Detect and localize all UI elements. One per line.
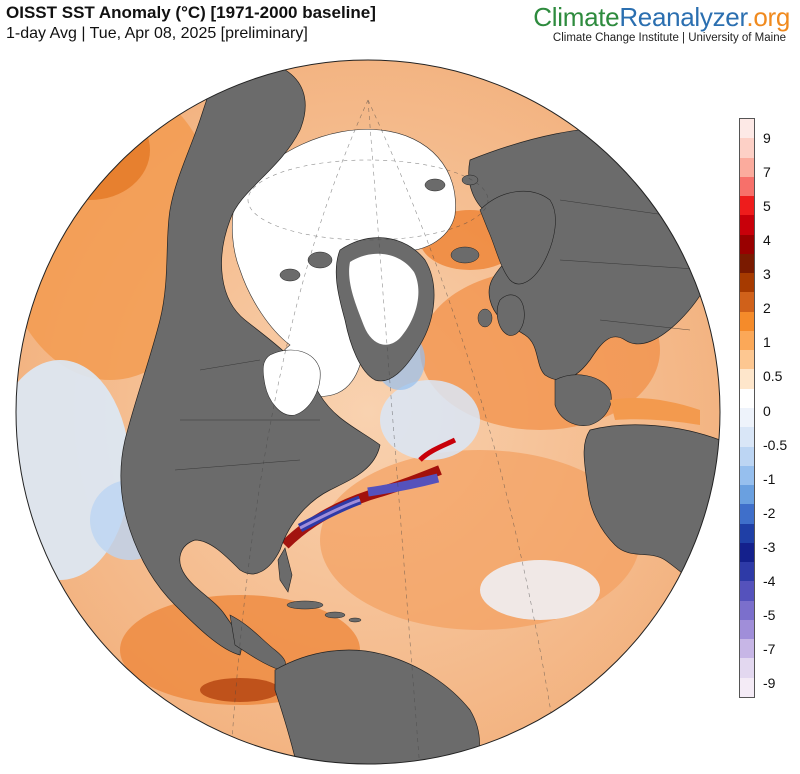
legend-bin <box>740 446 754 467</box>
legend-bin <box>740 369 754 390</box>
legend-bin <box>740 408 754 428</box>
legend-bin <box>740 253 754 274</box>
legend-tick-label: 4 <box>763 232 771 249</box>
legend-bin <box>740 119 754 139</box>
caribbean-islands <box>286 600 362 623</box>
legend-bin <box>740 485 754 505</box>
legend-bin <box>740 427 754 448</box>
legend-tick-label: -3 <box>763 538 776 555</box>
legend-bin <box>740 273 754 293</box>
map-title: OISST SST Anomaly (°C) [1971-2000 baseli… <box>6 3 376 22</box>
central-america <box>229 614 286 671</box>
legend-tick-label: 0 <box>763 402 771 419</box>
legend-bin <box>740 350 754 370</box>
gulf-stream-anomaly <box>281 437 457 549</box>
legend-bin <box>740 562 754 582</box>
globe-outline <box>15 59 721 765</box>
legend-bin <box>740 523 754 544</box>
ireland <box>477 308 493 328</box>
legend-tick-label: 2 <box>763 300 771 317</box>
africa <box>583 424 720 601</box>
legend-tick-label: -2 <box>763 504 776 521</box>
legend-tick-label: -9 <box>763 675 776 691</box>
legend-bin <box>740 658 754 679</box>
iberia <box>554 374 612 426</box>
legend-bin <box>740 157 754 178</box>
color-legend <box>739 118 755 698</box>
greenland-icecap <box>349 253 419 345</box>
map-subtitle: 1-day Avg | Tue, Apr 08, 2025 [prelimina… <box>6 25 308 42</box>
legend-bin <box>740 196 754 216</box>
legend-bin <box>740 465 754 486</box>
legend-bin <box>740 292 754 313</box>
legend-bin <box>740 677 754 698</box>
mediterranean-sea <box>610 398 700 425</box>
legend-bin <box>740 388 754 409</box>
legend-bin <box>740 176 754 197</box>
iceland <box>450 246 480 264</box>
legend-bin <box>740 504 754 525</box>
scandinavia <box>479 190 556 285</box>
brand-tagline: Climate Change Institute | University of… <box>552 32 786 44</box>
legend-tick-label: 9 <box>763 130 771 146</box>
brand-logo[interactable]: ClimateReanalyzer.org <box>533 2 790 33</box>
legend-tick-label: 3 <box>763 266 771 283</box>
hudson-bay <box>262 349 321 416</box>
legend-bin <box>740 330 754 351</box>
legend-tick-label: 0.5 <box>763 368 783 385</box>
legend-bin <box>740 234 754 255</box>
legend-bin <box>740 542 754 563</box>
legend-tick-label: -4 <box>763 572 776 589</box>
arctic-islands <box>279 174 479 282</box>
legend-tick-label: -5 <box>763 606 776 623</box>
legend-bin <box>740 619 754 640</box>
british-isles <box>496 294 525 336</box>
brand-part-3: .org <box>746 2 790 32</box>
legend-bin <box>740 639 754 659</box>
legend-bin <box>740 581 754 602</box>
legend-bin <box>740 215 754 236</box>
legend-bin <box>740 311 754 332</box>
legend-bin <box>740 600 754 621</box>
brand-part-2: Reanalyzer <box>619 2 747 32</box>
graticule <box>229 99 561 764</box>
brand-part-1: Climate <box>533 2 620 32</box>
legend-tick-label: 1 <box>763 334 771 351</box>
legend-tick-label: 5 <box>763 198 771 215</box>
legend-tick-label: -1 <box>763 470 776 487</box>
north-america <box>120 60 381 656</box>
legend-tick-label: -7 <box>763 640 776 657</box>
legend-bin <box>740 138 754 159</box>
legend-tick-label: -0.5 <box>763 436 788 453</box>
florida <box>277 547 293 593</box>
legend-tick-label: 7 <box>763 164 771 181</box>
south-america <box>274 649 480 764</box>
